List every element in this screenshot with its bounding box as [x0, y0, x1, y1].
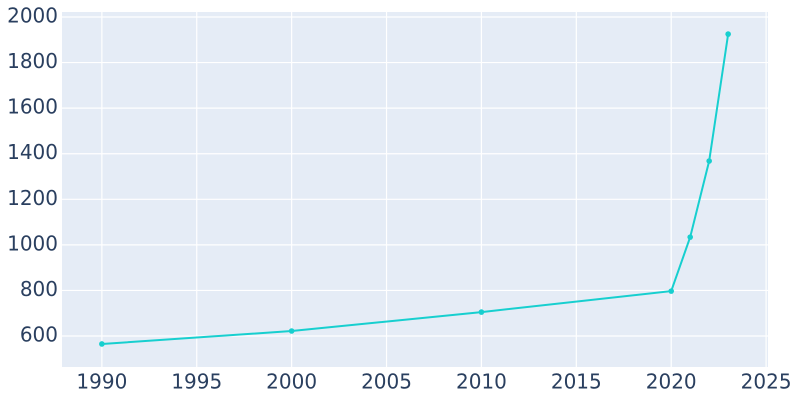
marker: [668, 288, 675, 294]
marker: [725, 31, 731, 37]
x-tick-label: 2015: [551, 370, 602, 394]
x-tick-label: 1995: [171, 370, 222, 394]
marker: [687, 234, 693, 240]
x-tick-label: 2010: [456, 370, 507, 394]
x-tick-label: 2000: [266, 370, 317, 394]
y-tick-label: 800: [20, 277, 58, 301]
y-tick-label: 1800: [7, 49, 58, 73]
y-tick-label: 1400: [7, 140, 58, 164]
x-tick-label: 1990: [76, 370, 127, 394]
x-tick-label: 2025: [741, 370, 792, 394]
x-tick-label: 2005: [361, 370, 412, 394]
marker: [99, 341, 105, 347]
plot-area: [62, 12, 768, 367]
y-tick-label: 1600: [7, 95, 58, 119]
x-tick-label: 2020: [646, 370, 697, 394]
marker: [706, 158, 712, 164]
y-tick-label: 600: [20, 323, 58, 347]
marker: [478, 309, 485, 315]
y-tick-label: 2000: [7, 4, 58, 28]
marker: [288, 328, 295, 334]
y-tick-label: 1200: [7, 186, 58, 210]
y-tick-label: 1000: [7, 231, 58, 255]
